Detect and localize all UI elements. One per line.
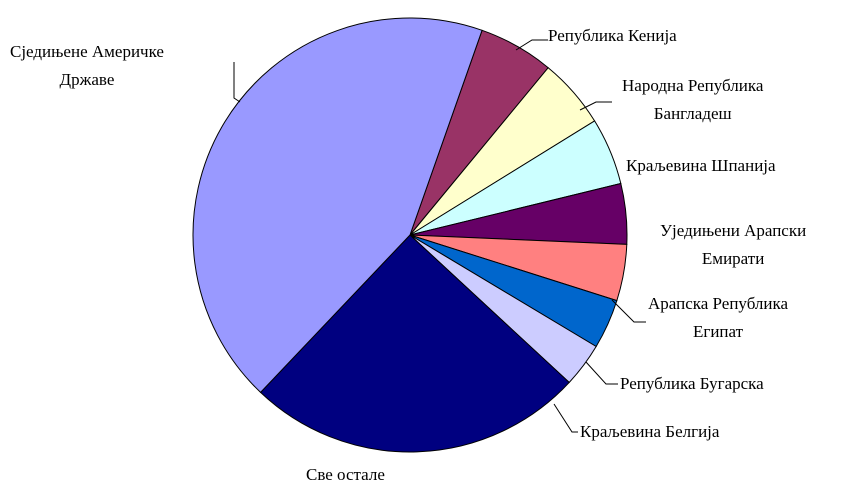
leader-kenya xyxy=(515,39,548,51)
leader-bangladesh xyxy=(579,101,612,111)
label-kenya: Републикa Кенија xyxy=(548,26,677,45)
label-bulgaria: Република Бугарска xyxy=(620,374,764,393)
leader-lines xyxy=(233,39,646,433)
leader-egypt xyxy=(611,299,646,323)
leader-bulgaria xyxy=(585,361,618,385)
leader-usa xyxy=(233,62,241,103)
pie-slice-7 xyxy=(259,234,570,453)
label-bangladesh: Народна Република Бангладеш xyxy=(622,76,764,123)
pie-slice-8 xyxy=(192,17,483,394)
label-usa: Сједињене Америчке Државе xyxy=(10,42,164,89)
label-uae: Уједињени Арапски Емирати xyxy=(660,221,807,268)
leader-belgium xyxy=(553,403,578,433)
label-others: Све остале xyxy=(306,465,385,484)
label-spain: Краљевина Шпанија xyxy=(626,156,776,175)
label-belgium: Краљевина Белгија xyxy=(580,422,720,441)
label-egypt: Арапска Република Египат xyxy=(648,294,789,341)
pie-slices xyxy=(192,17,628,453)
